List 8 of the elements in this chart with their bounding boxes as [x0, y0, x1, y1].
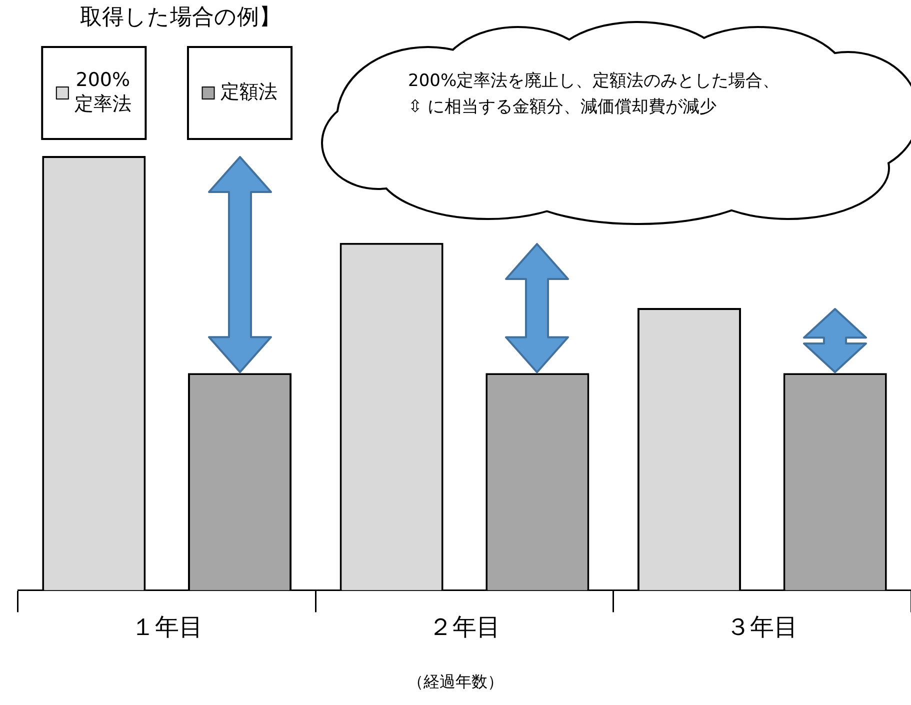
text: 200%定率法を廃止し、定額法のみとした場合、⇳ に相当する金額分、減価償却費が減少: [408, 70, 780, 119]
x-axis-title: （経過年数）: [406, 672, 504, 693]
legend-label: 200%定率法: [74, 68, 132, 115]
x-tick-label: ２年目: [428, 612, 500, 641]
chart-title: 取得した場合の例】: [80, 4, 281, 32]
x-tick-label: ３年目: [726, 612, 798, 641]
legend-label: 定額法: [220, 80, 278, 103]
x-tick-label: １年目: [130, 612, 203, 641]
